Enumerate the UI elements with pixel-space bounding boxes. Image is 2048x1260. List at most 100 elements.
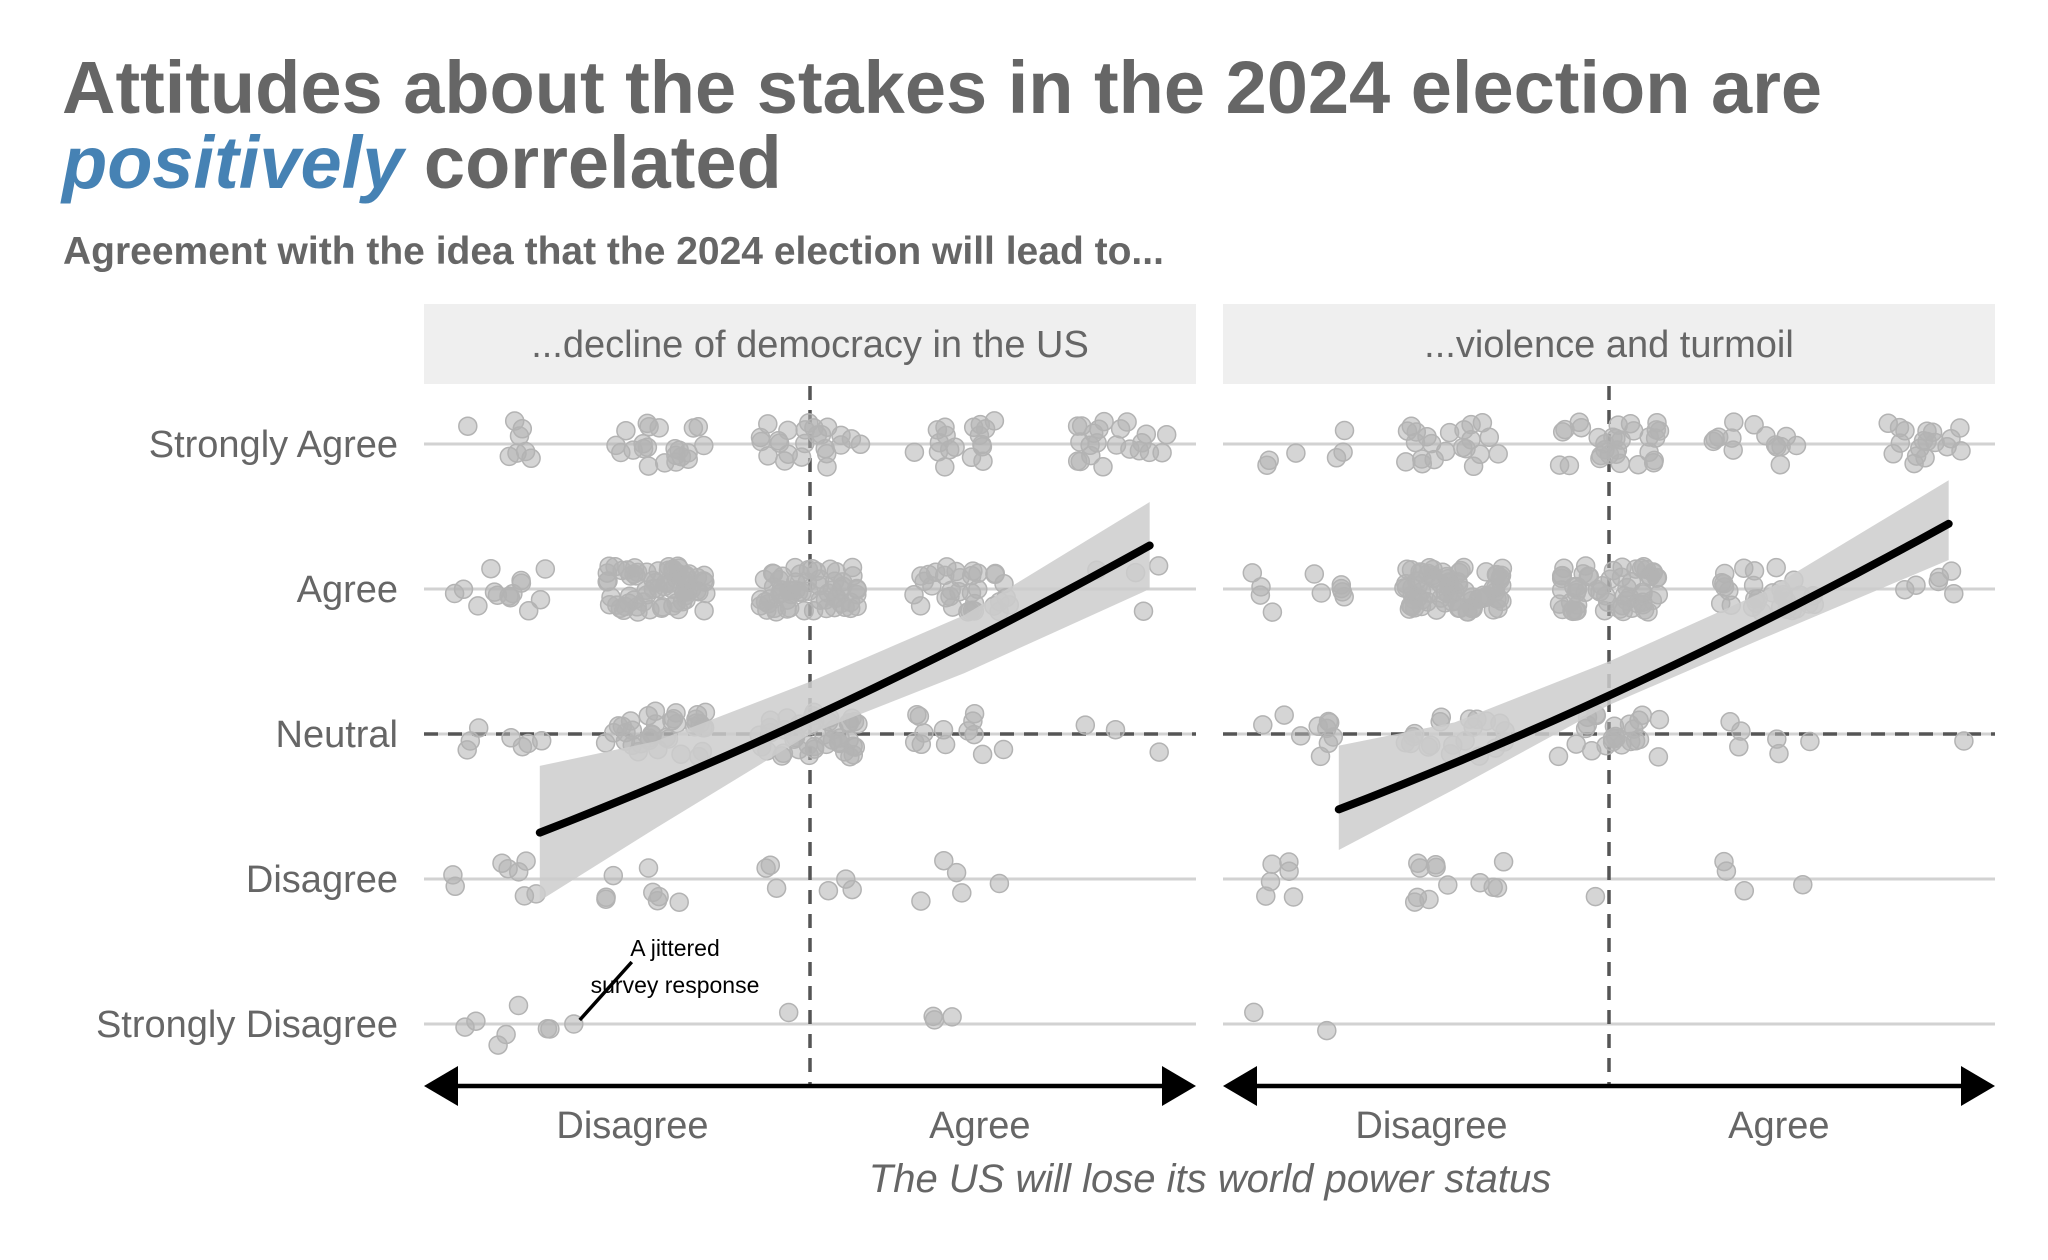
survey-response-point [662,579,683,599]
arrow-head-left [1223,1066,1257,1106]
survey-response-point [1105,719,1126,740]
survey-response-point [1253,715,1273,735]
survey-response-point [818,880,839,901]
chart-title: Attitudes about the stakes in the 2024 e… [62,50,1822,200]
survey-response-point [1448,572,1468,592]
survey-response-point [1954,731,1974,751]
survey-response-point [850,434,871,455]
survey-response-point [1426,857,1446,878]
survey-response-point [468,596,488,616]
survey-response-point [596,889,616,909]
survey-response-point [535,559,556,579]
survey-response-point [694,600,714,621]
survey-response-point [1331,575,1352,595]
x-arrow-label: Disagree [1355,1105,1507,1147]
annotation-connector [578,960,634,1022]
survey-response-point [933,720,954,740]
survey-response-point [530,589,551,610]
survey-response-point [518,601,539,621]
survey-response-point [820,559,840,579]
survey-response-point [810,590,830,610]
arrow-head-right [1961,1066,1995,1106]
title-part-2: correlated [423,121,782,204]
survey-response-point [1602,732,1623,752]
survey-response-point [1156,424,1177,445]
survey-response-point [1603,560,1624,581]
survey-response-point [1488,444,1508,464]
survey-response-point [1242,563,1263,583]
survey-response-point [1714,851,1734,872]
survey-response-point [643,882,663,903]
survey-response-point [694,435,714,456]
survey-response-point [1878,413,1898,434]
survey-response-point [993,739,1014,760]
survey-response-point [1770,454,1791,475]
survey-response-point [1648,585,1669,605]
survey-response-point [928,442,949,462]
survey-response-point [521,448,541,469]
survey-response-point [1895,579,1915,600]
survey-response-point [633,592,654,612]
survey-response-point [1067,416,1088,436]
survey-response-point [1723,440,1743,460]
survey-response-point [1317,1020,1337,1041]
survey-response-point [501,728,521,748]
survey-response-point [1767,729,1787,749]
survey-response-point [1461,429,1481,450]
survey-response-point [1148,556,1169,576]
survey-response-point [766,878,787,898]
survey-response-point [1286,443,1306,463]
points-group [1242,412,1974,1041]
annotation-text: survey response [591,972,760,998]
survey-response-point [904,732,925,753]
survey-response-point [616,420,636,441]
survey-response-point [1323,727,1344,747]
survey-response-point [1548,746,1569,767]
survey-response-point [458,416,478,436]
survey-response-point [1595,434,1615,454]
survey-response-point [758,414,778,434]
arrow-head-left [424,1066,458,1106]
survey-response-point [778,1002,799,1023]
survey-response-point [910,596,931,616]
survey-response-point [1625,731,1646,751]
facet-panel: ...decline of democracy in the US Disagre… [424,304,1196,1147]
survey-response-point [972,436,993,457]
survey-response-point [688,417,709,437]
facet-strip-label: ...violence and turmoil [1424,324,1794,366]
survey-response-point [668,599,689,620]
survey-response-point [1703,431,1724,452]
survey-response-point [1714,573,1734,594]
survey-response-point [1426,600,1447,620]
survey-response-point [503,583,523,604]
survey-response-point [1645,428,1666,448]
survey-response-point [597,563,618,583]
survey-response-point [1587,579,1608,600]
survey-response-point [1479,427,1500,448]
survey-response-point [1133,601,1154,621]
survey-response-point [638,705,659,726]
survey-response-point [946,862,967,883]
y-tick-label: Agree [297,569,398,611]
survey-response-point [1251,577,1271,597]
survey-response-point [1423,559,1443,580]
facet-strip [424,304,1196,384]
survey-response-point [512,419,533,439]
survey-response-point [689,582,709,602]
survey-response-point [1087,433,1107,453]
survey-response-point [1734,881,1755,901]
survey-response-point [1396,452,1416,472]
survey-response-point [1419,889,1439,910]
facet-strip-label: ...decline of democracy in the US [531,324,1089,366]
y-tick-label: Strongly Agree [149,424,398,466]
survey-response-point [616,722,636,743]
survey-response-point [666,703,686,723]
survey-response-point [1567,595,1588,615]
y-tick-label: Neutral [276,714,399,756]
arrow-head-right [1162,1066,1196,1106]
survey-response-point [1767,437,1787,457]
annotated-point [564,1014,584,1034]
survey-response-point [936,587,956,608]
survey-response-point [925,562,946,582]
